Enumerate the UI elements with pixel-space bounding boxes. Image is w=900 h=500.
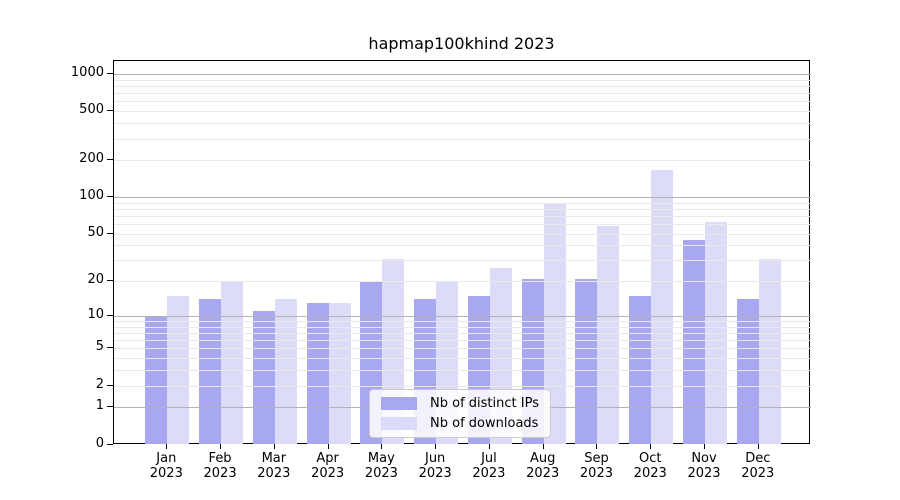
minor-gridline (114, 111, 811, 113)
minor-gridline (114, 101, 811, 103)
minor-gridline (114, 86, 811, 88)
x-tick-label: Apr 2023 (311, 451, 345, 481)
x-axis-tick (381, 444, 383, 449)
legend-swatch-downloads-icon (381, 417, 418, 430)
legend: Nb of distinct IPs Nb of downloads (369, 389, 551, 438)
x-axis-tick (650, 444, 652, 449)
minor-gridline (114, 79, 811, 81)
x-tick-label: Feb 2023 (203, 451, 237, 481)
legend-swatch-distinct-ips-icon (381, 397, 418, 410)
bar-downloads-oct (651, 170, 674, 444)
minor-gridline (114, 358, 811, 360)
x-axis-tick (757, 444, 759, 449)
y-axis-tick (107, 280, 113, 282)
minor-gridline (114, 281, 811, 283)
minor-gridline (114, 326, 811, 328)
y-axis-tick (107, 110, 113, 112)
y-tick-label: 0 (95, 435, 104, 451)
x-axis-tick (704, 444, 705, 449)
x-tick-label: Jul 2023 (472, 451, 506, 481)
minor-gridline (114, 348, 811, 350)
minor-gridline (114, 123, 811, 125)
bar-downloads-aug (543, 202, 566, 444)
x-axis-tick (327, 444, 329, 449)
bar-downloads-jan (167, 295, 190, 444)
y-tick-label: 50 (87, 224, 104, 240)
major-gridline (114, 315, 811, 317)
minor-gridline (114, 233, 811, 235)
minor-gridline (114, 260, 811, 262)
y-axis-tick (107, 232, 113, 234)
x-axis-tick (542, 444, 544, 449)
y-tick-label: 1 (95, 398, 104, 414)
legend-label-downloads: Nb of downloads (430, 416, 539, 431)
minor-gridline (114, 333, 811, 334)
x-axis-tick (273, 444, 275, 449)
legend-row-downloads: Nb of downloads (381, 416, 539, 431)
minor-gridline (114, 93, 811, 95)
bar-downloads-sep (597, 225, 620, 444)
minor-gridline (114, 370, 811, 372)
plot-area (113, 60, 811, 444)
bar-distinct-ips-nov (683, 240, 705, 444)
x-axis-tick (166, 444, 168, 449)
x-tick-label: Dec 2023 (741, 451, 775, 481)
y-tick-label: 5 (95, 339, 104, 355)
x-tick-label: Mar 2023 (257, 451, 291, 481)
major-gridline (114, 197, 811, 199)
y-axis-tick (107, 196, 113, 198)
minor-gridline (114, 138, 811, 140)
y-axis-tick (107, 384, 113, 386)
x-axis-tick (220, 444, 222, 449)
bar-downloads-dec (758, 258, 781, 444)
y-tick-label: 10 (87, 306, 104, 322)
bar-distinct-ips-mar (252, 311, 275, 444)
chart-title: hapmap100khind 2023 (368, 34, 555, 53)
y-axis-tick (107, 347, 113, 349)
x-tick-label: Nov 2023 (687, 451, 721, 481)
bar-downloads-feb (221, 281, 244, 444)
y-axis-tick (107, 73, 113, 75)
x-tick-label: May 2023 (364, 451, 398, 481)
y-tick-label: 2 (95, 376, 104, 392)
y-tick-label: 1000 (70, 65, 104, 81)
x-axis-tick (596, 444, 598, 449)
minor-gridline (114, 385, 811, 387)
minor-gridline (114, 208, 811, 210)
y-tick-label: 20 (87, 272, 104, 288)
legend-row-distinct-ips: Nb of distinct IPs (381, 396, 539, 411)
minor-gridline (114, 224, 811, 226)
minor-gridline (114, 340, 811, 342)
major-gridline (114, 74, 811, 76)
bar-distinct-ips-jan (145, 315, 168, 444)
y-tick-label: 100 (79, 188, 104, 204)
x-tick-label: Jan 2023 (149, 451, 183, 481)
minor-gridline (114, 245, 811, 247)
x-tick-label: Aug 2023 (526, 451, 560, 481)
x-tick-label: Jun 2023 (418, 451, 452, 481)
bar-distinct-ips-sep (575, 278, 598, 444)
x-tick-label: Sep 2023 (579, 451, 613, 481)
legend-label-distinct-ips: Nb of distinct IPs (430, 396, 539, 411)
bar-distinct-ips-apr (306, 303, 329, 444)
minor-gridline (114, 215, 811, 217)
y-axis-tick (107, 159, 113, 161)
bar-distinct-ips-oct (629, 295, 652, 444)
y-axis-tick (107, 443, 113, 445)
y-axis-tick (107, 406, 113, 408)
bar-downloads-apr (328, 303, 351, 444)
y-tick-label: 500 (79, 102, 104, 118)
minor-gridline (114, 202, 811, 204)
x-tick-label: Oct 2023 (633, 451, 667, 481)
x-axis-tick (435, 444, 437, 449)
y-tick-label: 200 (79, 151, 104, 167)
minor-gridline (114, 321, 811, 323)
minor-gridline (114, 160, 811, 162)
y-axis-tick (107, 314, 113, 316)
x-axis-tick (488, 444, 490, 449)
